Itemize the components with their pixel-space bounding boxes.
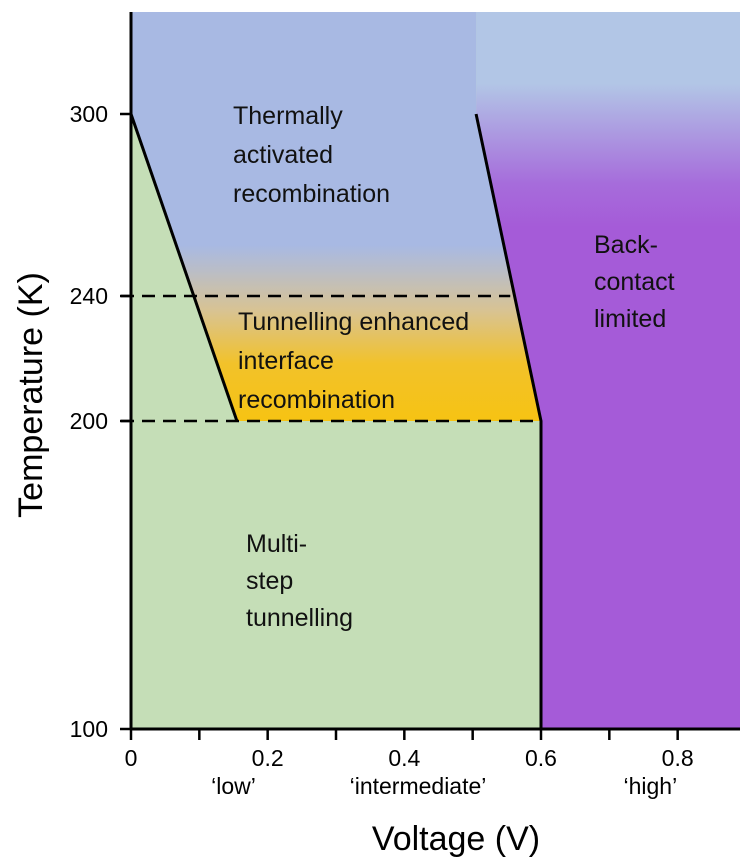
region-label-back-contact: Back- contact limited: [594, 231, 682, 333]
y-tick-label: 240: [70, 283, 108, 309]
y-tick-label: 100: [70, 716, 108, 742]
x-tick-label: 0.4: [388, 745, 420, 771]
region-label-tunnelling-enhanced: Tunnelling enhanced interface recombinat…: [238, 308, 476, 414]
region-label-thermally-activated: Thermally activated recombination: [233, 102, 390, 208]
region-label-multi-step: Multi- step tunnelling: [246, 530, 353, 632]
low-boundary-line: [129, 113, 239, 422]
y-axis-label: Temperature (K): [12, 272, 50, 518]
x-tick-label: 0: [125, 745, 138, 771]
x-tick-label: 0.2: [252, 745, 284, 771]
x-category-label: ‘high’: [623, 773, 677, 799]
x-tick-label: 0.8: [662, 745, 694, 771]
x-axis-label: Voltage (V): [372, 820, 540, 858]
x-category-label: ‘low’: [211, 773, 256, 799]
y-tick-label: 300: [70, 101, 108, 127]
y-tick-label: 200: [70, 408, 108, 434]
x-tick-label: 0.6: [525, 745, 557, 771]
recombination-region: [131, 12, 541, 421]
x-category-label: ‘intermediate’: [350, 773, 487, 799]
high-boundary-line: [474, 113, 543, 729]
